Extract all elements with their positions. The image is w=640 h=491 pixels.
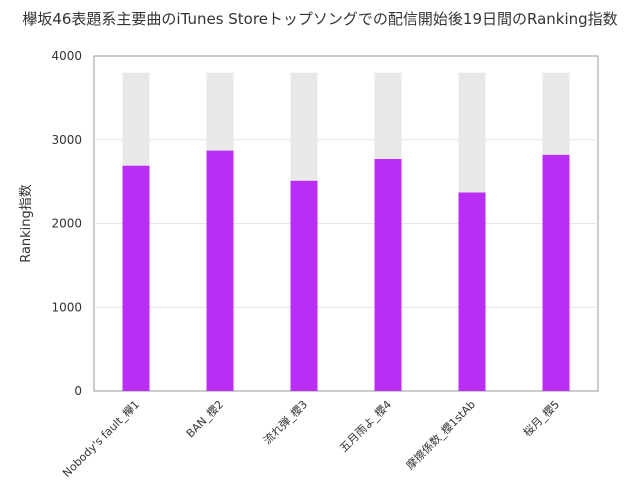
- x-tick-label: 桜月_櫻5: [520, 397, 562, 439]
- y-tick-label: 3000: [51, 133, 82, 147]
- bar: [374, 159, 402, 391]
- x-tick-label: Nobody's fault_欅1: [60, 398, 142, 480]
- y-tick-label: 2000: [51, 217, 82, 231]
- y-tick-label: 4000: [51, 49, 82, 63]
- bar: [206, 150, 234, 391]
- x-tick-label: 流れ弾_櫻3: [260, 397, 310, 447]
- x-tick-label: BAN_櫻2: [183, 397, 226, 440]
- x-tick-label: 五月雨よ_櫻4: [336, 397, 394, 455]
- bar: [122, 165, 150, 391]
- bar: [542, 154, 570, 391]
- bar: [290, 180, 318, 391]
- x-tick-label: 摩擦係数_櫻1stAb: [403, 397, 478, 472]
- y-tick-label: 1000: [51, 300, 82, 314]
- y-axis-title: Ranking指数: [19, 184, 34, 263]
- y-tick-label: 0: [74, 384, 82, 398]
- bar: [458, 192, 486, 391]
- chart-title: 欅坂46表題系主要曲のiTunes Storeトップソングでの配信開始後19日間…: [22, 10, 618, 28]
